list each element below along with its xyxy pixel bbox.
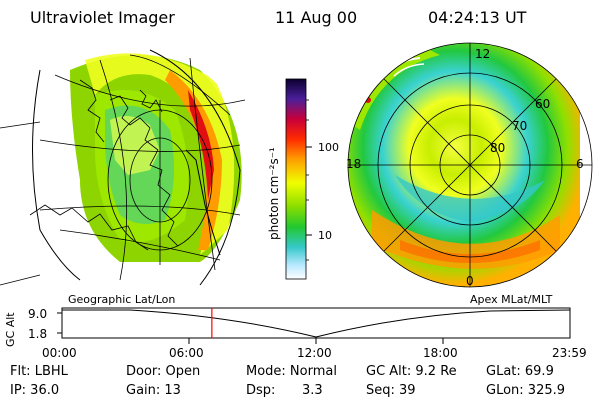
mlt-label-6: 6 xyxy=(576,157,584,171)
colorbar-tick-100: 100 xyxy=(318,141,339,154)
geographic-image xyxy=(0,49,246,286)
colorbar-tick-10: 10 xyxy=(318,229,332,242)
time-tick-1200: 12:00 xyxy=(297,346,332,360)
left-panel-caption: Geographic Lat/Lon xyxy=(68,293,175,306)
lat-label-70: 70 xyxy=(512,119,527,133)
right-panel-caption: Apex MLat/MLT xyxy=(470,293,553,306)
status-dsp-value: 3.3 xyxy=(302,383,323,398)
mlt-label-18: 18 xyxy=(346,157,361,171)
status-filter: Flt: LBHL xyxy=(10,364,68,379)
status-seq: Seq: 39 xyxy=(366,383,416,398)
status-mode: Mode: Normal xyxy=(246,364,337,379)
colorbar xyxy=(285,78,312,280)
status-dsp-label: Dsp: xyxy=(246,383,276,398)
status-gain: Gain: 13 xyxy=(126,383,181,398)
instrument-title: Ultraviolet Imager xyxy=(30,8,175,27)
mlt-label-0: 0 xyxy=(466,274,474,288)
time-tick-2359: 23:59 xyxy=(552,346,587,360)
time-tick-0000: 00:00 xyxy=(42,346,77,360)
lat-label-60: 60 xyxy=(535,97,550,111)
observation-time: 04:24:13 UT xyxy=(428,8,527,27)
mlt-label-12: 12 xyxy=(475,47,490,61)
colorbar-unit-label: photon cm⁻²s⁻¹ xyxy=(267,147,281,240)
status-gc-alt: GC Alt: 9.2 Re xyxy=(366,364,457,379)
altitude-track xyxy=(57,307,571,344)
altitude-tick-low: 1.8 xyxy=(28,327,47,341)
status-door: Door: Open xyxy=(126,364,201,379)
altitude-axis-label: GC Alt xyxy=(4,312,17,347)
status-ip: IP: 36.0 xyxy=(10,383,60,398)
time-tick-1800: 18:00 xyxy=(423,346,458,360)
time-tick-0600: 06:00 xyxy=(169,346,204,360)
status-glat: GLat: 69.9 xyxy=(486,364,554,379)
status-glon: GLon: 325.9 xyxy=(486,383,566,398)
lat-label-80: 80 xyxy=(490,141,505,155)
altitude-tick-high: 9.0 xyxy=(28,307,47,321)
observation-date: 11 Aug 00 xyxy=(275,8,358,27)
polar-image xyxy=(347,42,593,288)
